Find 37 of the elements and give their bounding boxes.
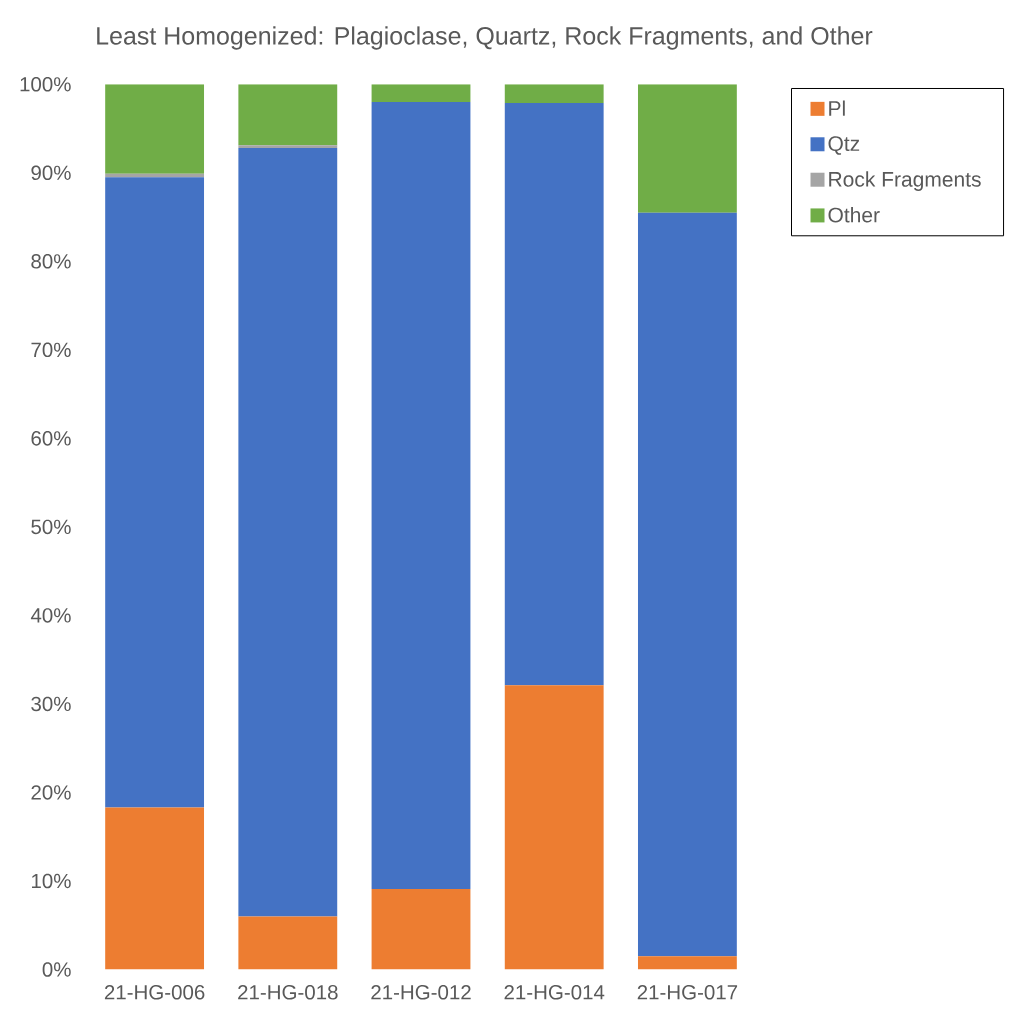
bar bbox=[504, 102, 604, 686]
bar bbox=[105, 84, 205, 174]
bar bbox=[238, 84, 338, 146]
bar bbox=[105, 177, 205, 808]
bar bbox=[238, 148, 338, 917]
y-tick-label: 0% bbox=[42, 962, 71, 977]
y-tick-label: 80% bbox=[31, 254, 71, 269]
x-tick-label: 21-HG-017 bbox=[637, 985, 738, 1000]
y-tick-label: 40% bbox=[30, 608, 71, 623]
y-tick-label: 90% bbox=[31, 165, 71, 181]
bar bbox=[504, 685, 604, 970]
x-tick-label: 21-HG-014 bbox=[504, 985, 605, 1000]
bar bbox=[637, 956, 737, 970]
legend-label: Other bbox=[828, 207, 880, 223]
bar bbox=[371, 101, 471, 889]
legend-label: Qtz bbox=[828, 136, 860, 155]
y-tick-label: 50% bbox=[31, 519, 71, 535]
bar bbox=[371, 84, 471, 102]
legend-label: Pl bbox=[829, 100, 845, 116]
y-tick-label: 100% bbox=[20, 77, 71, 92]
y-tick-label: 20% bbox=[31, 785, 71, 800]
bar bbox=[105, 807, 205, 970]
bar bbox=[371, 888, 471, 970]
bar bbox=[238, 916, 338, 970]
bar bbox=[637, 84, 737, 213]
y-tick-label: 10% bbox=[32, 873, 71, 889]
bar bbox=[238, 145, 338, 149]
y-tick-label: 30% bbox=[31, 696, 71, 712]
legend-label: Rock Fragments bbox=[829, 171, 981, 191]
y-tick-label: 60% bbox=[31, 431, 71, 446]
x-tick-label: 21-HG-012 bbox=[371, 985, 471, 1000]
x-tick-label: 21-HG-006 bbox=[104, 985, 205, 1000]
x-tick-label: 21-HG-018 bbox=[238, 985, 338, 1000]
chart-title: Least Homogenized: Plagioclase, Quartz, Rock Fragments, and Other bbox=[97, 26, 873, 50]
y-tick-label: 70% bbox=[31, 342, 71, 358]
bar bbox=[504, 84, 604, 103]
bar bbox=[637, 212, 737, 957]
